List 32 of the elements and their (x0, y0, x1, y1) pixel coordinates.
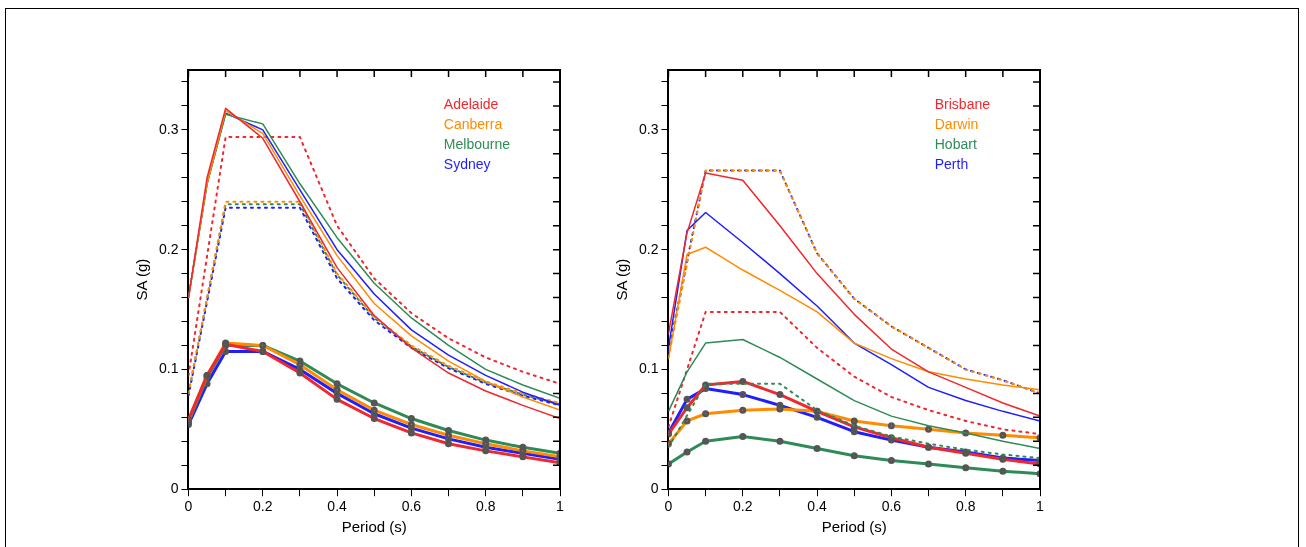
text: Brisbane (934, 95, 991, 112)
y-tick-label: 0.1 (638, 360, 659, 377)
y-tick-label: 0.1 (158, 360, 179, 377)
text: Hobart (934, 135, 977, 152)
x-tick-label: 0 (664, 498, 673, 515)
x-tick-label: 0.8 (475, 498, 496, 515)
text: Darwin (934, 115, 979, 132)
x-tick-label: 0.4 (327, 498, 348, 515)
x-tick-label: 0.4 (807, 498, 828, 515)
y-tick-label: 0 (170, 480, 179, 497)
y-tick-label: 0.3 (638, 120, 659, 137)
y-axis-title: SA (g) (613, 258, 631, 301)
x-tick-label: 1 (556, 498, 565, 515)
y-tick-label: 0.2 (638, 240, 659, 257)
text: Sydney (443, 155, 491, 172)
y-tick-label: 0 (650, 480, 659, 497)
text: Perth (934, 155, 969, 172)
text: Melbourne (443, 135, 511, 152)
x-tick-label: 0.2 (733, 498, 753, 515)
x-axis-title: Period (s) (821, 518, 887, 536)
x-tick-label: 0.6 (881, 498, 902, 515)
y-axis-title: SA (g) (133, 258, 151, 301)
text: Canberra (443, 115, 503, 132)
y-tick-label: 0.3 (158, 120, 179, 137)
y-tick-label: 0.2 (158, 240, 179, 257)
x-tick-label: 0.6 (401, 498, 422, 515)
text: Adelaide (443, 95, 499, 112)
x-tick-label: 1 (1036, 498, 1045, 515)
x-tick-label: 0 (184, 498, 193, 515)
x-tick-label: 0.2 (253, 498, 273, 515)
x-tick-label: 0.8 (955, 498, 976, 515)
x-axis-title: Period (s) (341, 518, 407, 536)
